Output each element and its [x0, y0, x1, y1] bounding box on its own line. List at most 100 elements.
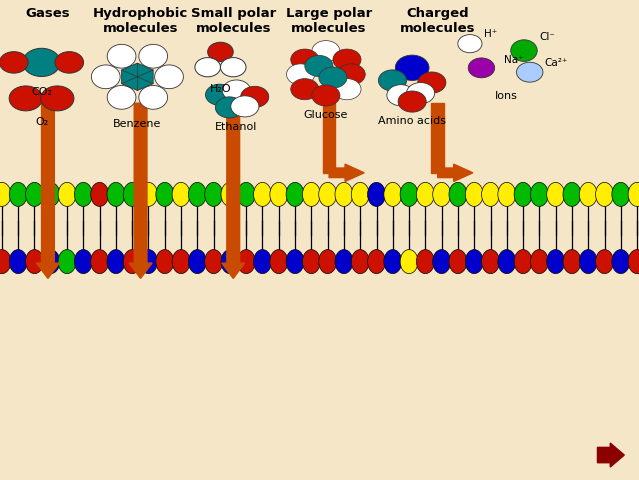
- Text: Small polar
molecules: Small polar molecules: [190, 7, 276, 35]
- Ellipse shape: [498, 250, 516, 274]
- Ellipse shape: [596, 250, 613, 274]
- Text: Charged
molecules: Charged molecules: [400, 7, 475, 35]
- Text: Ethanol: Ethanol: [215, 122, 258, 132]
- Ellipse shape: [468, 58, 495, 78]
- FancyArrow shape: [438, 164, 473, 181]
- Ellipse shape: [563, 250, 581, 274]
- Ellipse shape: [215, 97, 243, 118]
- Ellipse shape: [41, 86, 74, 111]
- FancyArrow shape: [597, 443, 624, 467]
- FancyArrow shape: [222, 103, 245, 278]
- Ellipse shape: [9, 86, 42, 111]
- Ellipse shape: [42, 250, 59, 274]
- Ellipse shape: [580, 182, 597, 206]
- Ellipse shape: [172, 182, 190, 206]
- Ellipse shape: [482, 182, 500, 206]
- Ellipse shape: [42, 182, 59, 206]
- Ellipse shape: [417, 250, 435, 274]
- FancyArrow shape: [129, 103, 152, 278]
- Ellipse shape: [9, 182, 27, 206]
- Ellipse shape: [74, 182, 92, 206]
- Text: Cl⁻: Cl⁻: [539, 32, 555, 42]
- Ellipse shape: [107, 85, 136, 109]
- Ellipse shape: [511, 40, 537, 61]
- Ellipse shape: [319, 182, 337, 206]
- Ellipse shape: [596, 182, 613, 206]
- Ellipse shape: [398, 91, 426, 112]
- Ellipse shape: [351, 250, 369, 274]
- Ellipse shape: [530, 182, 548, 206]
- Ellipse shape: [547, 250, 565, 274]
- Ellipse shape: [333, 49, 361, 70]
- Ellipse shape: [204, 250, 222, 274]
- Ellipse shape: [286, 64, 314, 85]
- Text: H₂O: H₂O: [210, 84, 231, 95]
- Ellipse shape: [312, 41, 340, 62]
- Ellipse shape: [139, 44, 167, 68]
- Ellipse shape: [139, 182, 157, 206]
- Ellipse shape: [0, 182, 11, 206]
- Ellipse shape: [384, 182, 402, 206]
- Text: Hydrophobic
molecules: Hydrophobic molecules: [93, 7, 189, 35]
- Ellipse shape: [367, 250, 385, 274]
- Ellipse shape: [123, 182, 141, 206]
- Text: Na⁺: Na⁺: [504, 55, 524, 65]
- Ellipse shape: [400, 182, 418, 206]
- Ellipse shape: [0, 52, 28, 73]
- Ellipse shape: [9, 250, 27, 274]
- Ellipse shape: [628, 182, 639, 206]
- Ellipse shape: [305, 55, 333, 76]
- Ellipse shape: [107, 44, 136, 68]
- Ellipse shape: [0, 250, 11, 274]
- Ellipse shape: [337, 64, 366, 85]
- Ellipse shape: [312, 85, 340, 106]
- Ellipse shape: [195, 58, 220, 77]
- Polygon shape: [121, 63, 153, 90]
- Ellipse shape: [387, 84, 415, 106]
- Ellipse shape: [91, 65, 120, 89]
- Ellipse shape: [206, 84, 234, 105]
- Text: Glucose: Glucose: [304, 110, 348, 120]
- Ellipse shape: [74, 250, 92, 274]
- Ellipse shape: [156, 182, 174, 206]
- Ellipse shape: [335, 182, 353, 206]
- Ellipse shape: [91, 182, 109, 206]
- Ellipse shape: [172, 250, 190, 274]
- Ellipse shape: [335, 250, 353, 274]
- Ellipse shape: [221, 250, 239, 274]
- Ellipse shape: [514, 182, 532, 206]
- Ellipse shape: [91, 250, 109, 274]
- Ellipse shape: [58, 250, 76, 274]
- Ellipse shape: [291, 79, 319, 100]
- Ellipse shape: [26, 182, 43, 206]
- Ellipse shape: [237, 250, 255, 274]
- Ellipse shape: [208, 42, 233, 61]
- Ellipse shape: [516, 62, 543, 82]
- Text: Benzene: Benzene: [113, 119, 162, 129]
- Ellipse shape: [319, 250, 337, 274]
- Ellipse shape: [302, 182, 320, 206]
- Text: Large polar
molecules: Large polar molecules: [286, 7, 372, 35]
- Ellipse shape: [26, 250, 43, 274]
- Text: Ions: Ions: [495, 91, 518, 101]
- Ellipse shape: [449, 182, 467, 206]
- Ellipse shape: [222, 80, 250, 101]
- Ellipse shape: [458, 35, 482, 53]
- Ellipse shape: [270, 250, 288, 274]
- Ellipse shape: [123, 250, 141, 274]
- Text: H⁺: H⁺: [484, 29, 497, 39]
- Ellipse shape: [254, 182, 272, 206]
- Ellipse shape: [286, 250, 304, 274]
- Ellipse shape: [291, 49, 319, 70]
- Ellipse shape: [406, 83, 435, 104]
- Ellipse shape: [189, 182, 206, 206]
- Ellipse shape: [155, 65, 183, 89]
- Ellipse shape: [302, 250, 320, 274]
- Ellipse shape: [433, 250, 450, 274]
- Ellipse shape: [220, 58, 246, 77]
- Text: O₂: O₂: [35, 117, 48, 127]
- Ellipse shape: [465, 182, 483, 206]
- Ellipse shape: [378, 70, 406, 91]
- Ellipse shape: [139, 250, 157, 274]
- Ellipse shape: [333, 79, 361, 100]
